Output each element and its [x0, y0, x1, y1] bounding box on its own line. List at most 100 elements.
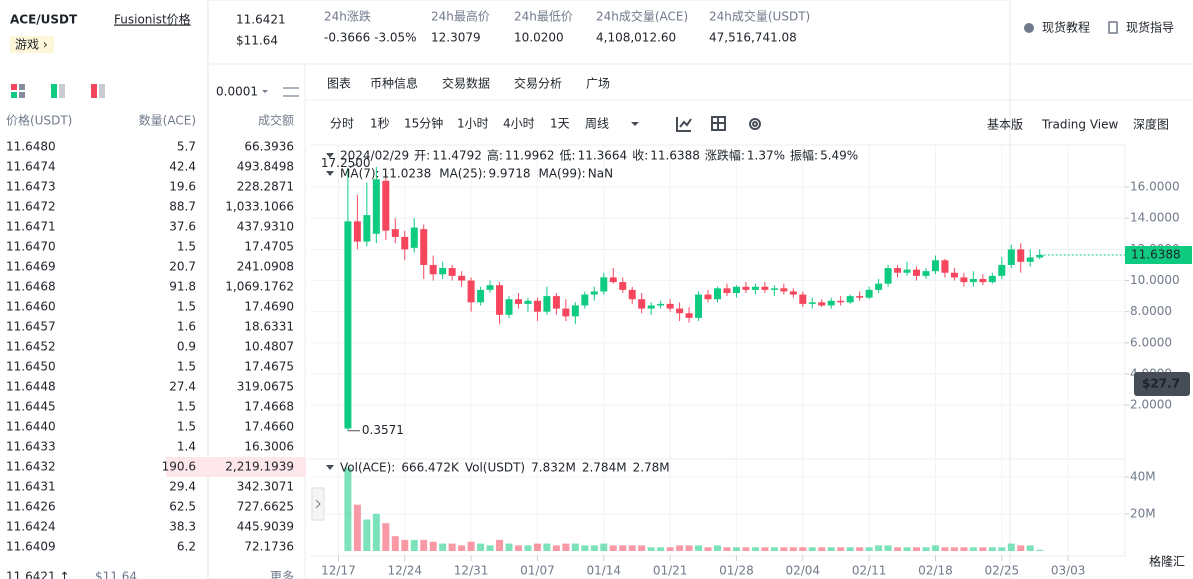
tag-bg [10, 36, 54, 53]
ask-amount: 5.7 [177, 140, 196, 154]
candle-body [988, 275, 996, 283]
candle-body [533, 300, 541, 312]
ask-amount: 42.4 [169, 160, 196, 174]
candle-body [505, 299, 513, 315]
ask-amount: 37.6 [169, 220, 196, 234]
stat-label: 24h成交量(USDT) [709, 9, 810, 24]
volume-bar [884, 545, 892, 551]
legend-text: 1.37% [747, 149, 785, 163]
candle-body [581, 294, 589, 306]
precision[interactable]: 0.0001 [216, 85, 258, 99]
legend-text: 666.472K [401, 461, 460, 475]
chart-tool-icons[interactable] [676, 116, 761, 132]
view-toggle[interactable]: 深度图 [1133, 117, 1169, 132]
ask-amount: 1.6 [177, 320, 196, 334]
interval[interactable]: 4小时 [503, 117, 535, 131]
tag[interactable]: 游戏 › [15, 38, 48, 52]
candle-body [998, 264, 1006, 276]
candle-body [391, 229, 399, 237]
ask-total: 17.4675 [244, 360, 294, 374]
candle-body [903, 269, 911, 273]
legend-text: 2024/02/29 [340, 149, 409, 163]
ask-amount: 1.4 [177, 440, 196, 454]
volume-bar [742, 547, 750, 551]
ask-amount: 1.5 [177, 360, 196, 374]
candle-body [761, 286, 769, 290]
volume-bar [808, 547, 816, 551]
volume-bar [979, 547, 987, 551]
tab[interactable]: 图表 [327, 77, 351, 91]
candle-body [638, 299, 646, 309]
candle-body [742, 286, 750, 290]
candle-body [875, 283, 883, 290]
candle-body [1007, 249, 1015, 265]
candle-body [486, 285, 494, 290]
stat-value: 47,516,741.08 [709, 31, 797, 45]
interval[interactable]: 分时 [330, 117, 354, 131]
interval-dropdown[interactable] [631, 122, 639, 126]
volume-bar [875, 545, 883, 551]
legend-text: 11.4792 [432, 149, 482, 163]
volume-bar [552, 545, 560, 551]
more-link[interactable]: 更多 [270, 570, 294, 579]
collapse-button[interactable] [311, 487, 325, 521]
candle-body [770, 288, 778, 290]
volume-bar [524, 545, 532, 551]
interval[interactable]: 1天 [550, 117, 570, 131]
tab[interactable]: 交易数据 [442, 76, 490, 91]
volume-bar [382, 523, 390, 551]
tab[interactable]: 交易分析 [514, 76, 562, 91]
candle-body [619, 282, 627, 290]
stat-value: 4,108,012.60 [596, 31, 676, 45]
legend-text: MA(7): [340, 167, 380, 181]
candle-body [666, 303, 674, 309]
ask-price: 11.6470 [6, 240, 56, 254]
candle-body [363, 215, 371, 242]
candle-body [913, 269, 921, 276]
ask-amount: 20.7 [169, 260, 196, 274]
ask-total: 72.1736 [244, 540, 294, 554]
legend-text: 开: [414, 149, 430, 163]
help-link[interactable]: 现货指导 [1126, 20, 1174, 35]
candle-body [628, 289, 636, 300]
ask-amount: 91.8 [169, 280, 196, 294]
volume-bar [505, 543, 513, 551]
tab[interactable]: 广场 [586, 77, 610, 91]
interval[interactable]: 周线 [585, 117, 609, 131]
volume-bar [969, 547, 977, 551]
ask-total: 727.6625 [237, 500, 294, 514]
fusionist-link[interactable]: Fusionist价格 [114, 12, 191, 27]
ask-total: 1,033.1066 [225, 200, 294, 214]
candle-body [808, 302, 816, 304]
x-tick-label: 01/21 [653, 564, 688, 578]
view-toggle[interactable]: Trading View [1041, 118, 1119, 132]
candle-body [1036, 254, 1044, 258]
candle-body [467, 280, 475, 303]
ask-amount: 62.5 [169, 500, 196, 514]
y-tick-label: 10.0000 [1130, 273, 1180, 287]
interval[interactable]: 1小时 [457, 117, 489, 131]
ask-total: 493.8498 [237, 160, 294, 174]
volume-bar [647, 547, 655, 551]
candle-body [695, 294, 703, 318]
orderbook-icons[interactable] [11, 84, 105, 98]
stat-label: 24h最低价 [514, 10, 573, 24]
volume-bar [458, 545, 466, 551]
tab[interactable]: 币种信息 [370, 76, 418, 91]
legend-text: 低: [560, 149, 576, 163]
x-tick-label: 12/24 [387, 564, 422, 578]
candle-body [789, 291, 797, 295]
view-toggle[interactable]: 基本版 [987, 118, 1023, 132]
y-tick-label: 40M [1130, 469, 1156, 483]
ask-amount: 29.4 [169, 480, 196, 494]
volume-bar [723, 547, 731, 551]
candle-body [685, 313, 693, 318]
volume-bar [666, 547, 674, 551]
interval[interactable]: 1秒 [370, 117, 390, 131]
interval[interactable]: 15分钟 [404, 116, 443, 131]
volume-bar [619, 545, 627, 551]
volume-bar [1036, 549, 1044, 551]
high-pointer [349, 163, 359, 169]
help-link[interactable]: 现货教程 [1042, 20, 1090, 35]
legend-text: 11.6388 [650, 149, 700, 163]
